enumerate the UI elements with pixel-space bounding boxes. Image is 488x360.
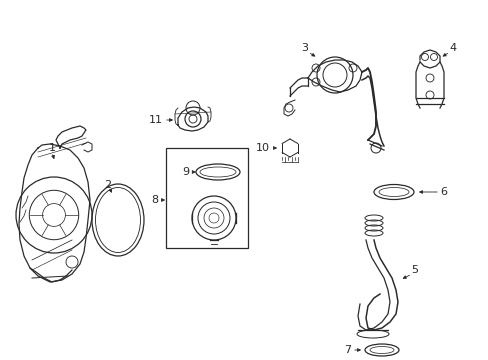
Bar	[165, 148, 247, 248]
Text: 3: 3	[301, 43, 308, 53]
Text: 2: 2	[104, 180, 111, 190]
Text: 11: 11	[149, 115, 163, 125]
Text: 5: 5	[411, 265, 418, 275]
Text: 1: 1	[48, 143, 55, 153]
Text: 4: 4	[448, 43, 456, 53]
Text: 9: 9	[182, 167, 189, 177]
Text: 7: 7	[344, 345, 351, 355]
Text: 6: 6	[440, 187, 447, 197]
Text: 10: 10	[256, 143, 269, 153]
Text: 8: 8	[151, 195, 158, 205]
